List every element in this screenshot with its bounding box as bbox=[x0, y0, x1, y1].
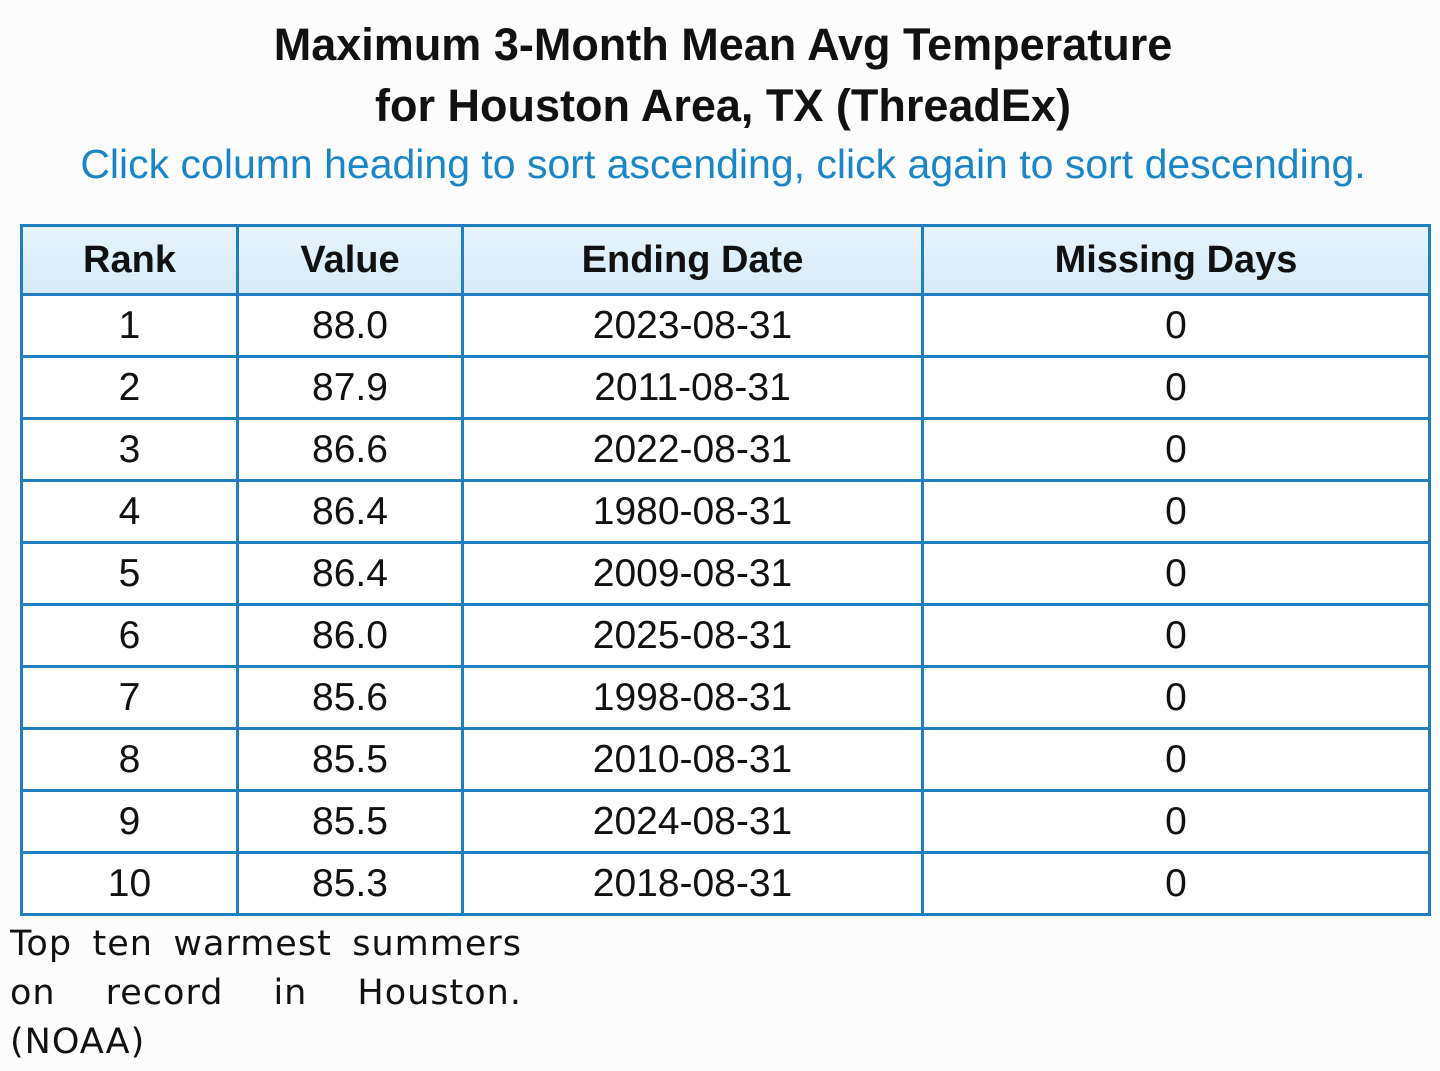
table-row: 5 86.4 2009-08-31 0 bbox=[20, 541, 1431, 606]
table-row: 9 85.5 2024-08-31 0 bbox=[20, 789, 1431, 854]
value-cell: 86.0 bbox=[236, 603, 464, 668]
value-cell: 85.3 bbox=[236, 851, 464, 916]
ending-date-cell: 1998-08-31 bbox=[461, 665, 924, 730]
ending-date-cell: 2025-08-31 bbox=[461, 603, 924, 668]
table-row: 3 86.6 2022-08-31 0 bbox=[20, 417, 1431, 482]
value-cell: 86.6 bbox=[236, 417, 464, 482]
missing-days-cell: 0 bbox=[921, 541, 1431, 606]
missing-days-cell: 0 bbox=[921, 417, 1431, 482]
rank-cell: 4 bbox=[20, 479, 239, 544]
table-row: 8 85.5 2010-08-31 0 bbox=[20, 727, 1431, 792]
image-caption: Top ten warmest summers on record in Hou… bbox=[10, 924, 522, 1062]
missing-days-cell: 0 bbox=[921, 603, 1431, 668]
missing-days-cell: 0 bbox=[921, 789, 1431, 854]
value-cell: 86.4 bbox=[236, 479, 464, 544]
table-body: 1 88.0 2023-08-31 0 2 87.9 2011-08-31 0 … bbox=[20, 293, 1431, 916]
value-cell: 85.5 bbox=[236, 727, 464, 792]
value-cell: 86.4 bbox=[236, 541, 464, 606]
ending-date-cell: 2023-08-31 bbox=[461, 293, 924, 358]
table-row: 4 86.4 1980-08-31 0 bbox=[20, 479, 1431, 544]
column-header-ending-date[interactable]: Ending Date bbox=[461, 224, 924, 296]
missing-days-cell: 0 bbox=[921, 727, 1431, 792]
page-title-line-2: for Houston Area, TX (ThreadEx) bbox=[375, 80, 1071, 131]
value-cell: 87.9 bbox=[236, 355, 464, 420]
table-row: 6 86.0 2025-08-31 0 bbox=[20, 603, 1431, 668]
missing-days-cell: 0 bbox=[921, 479, 1431, 544]
missing-days-cell: 0 bbox=[921, 665, 1431, 730]
ending-date-cell: 2010-08-31 bbox=[461, 727, 924, 792]
rank-cell: 1 bbox=[20, 293, 239, 358]
ending-date-cell: 2011-08-31 bbox=[461, 355, 924, 420]
value-cell: 85.6 bbox=[236, 665, 464, 730]
column-header-missing-days[interactable]: Missing Days bbox=[921, 224, 1431, 296]
rankings-table: Rank Value Ending Date Missing Days 1 88… bbox=[20, 224, 1431, 916]
rank-cell: 3 bbox=[20, 417, 239, 482]
value-cell: 88.0 bbox=[236, 293, 464, 358]
table-row: 1 88.0 2023-08-31 0 bbox=[20, 293, 1431, 358]
table-row: 7 85.6 1998-08-31 0 bbox=[20, 665, 1431, 730]
column-header-rank[interactable]: Rank bbox=[20, 224, 239, 296]
page-title: Maximum 3-Month Mean Avg Temperature for… bbox=[0, 14, 1440, 136]
missing-days-cell: 0 bbox=[921, 355, 1431, 420]
rank-cell: 8 bbox=[20, 727, 239, 792]
table-header-row: Rank Value Ending Date Missing Days bbox=[20, 224, 1431, 296]
missing-days-cell: 0 bbox=[921, 293, 1431, 358]
rank-cell: 10 bbox=[20, 851, 239, 916]
sort-instructions: Click column heading to sort ascending, … bbox=[80, 141, 1366, 187]
rank-cell: 2 bbox=[20, 355, 239, 420]
rank-cell: 6 bbox=[20, 603, 239, 668]
table-row: 10 85.3 2018-08-31 0 bbox=[20, 851, 1431, 916]
ending-date-cell: 2018-08-31 bbox=[461, 851, 924, 916]
ending-date-cell: 2009-08-31 bbox=[461, 541, 924, 606]
ending-date-cell: 2022-08-31 bbox=[461, 417, 924, 482]
rank-cell: 9 bbox=[20, 789, 239, 854]
value-cell: 85.5 bbox=[236, 789, 464, 854]
column-header-value[interactable]: Value bbox=[236, 224, 464, 296]
table-row: 2 87.9 2011-08-31 0 bbox=[20, 355, 1431, 420]
ending-date-cell: 2024-08-31 bbox=[461, 789, 924, 854]
page-title-line-1: Maximum 3-Month Mean Avg Temperature bbox=[273, 19, 1173, 70]
ending-date-cell: 1980-08-31 bbox=[461, 479, 924, 544]
rank-cell: 7 bbox=[20, 665, 239, 730]
rank-cell: 5 bbox=[20, 541, 239, 606]
missing-days-cell: 0 bbox=[921, 851, 1431, 916]
